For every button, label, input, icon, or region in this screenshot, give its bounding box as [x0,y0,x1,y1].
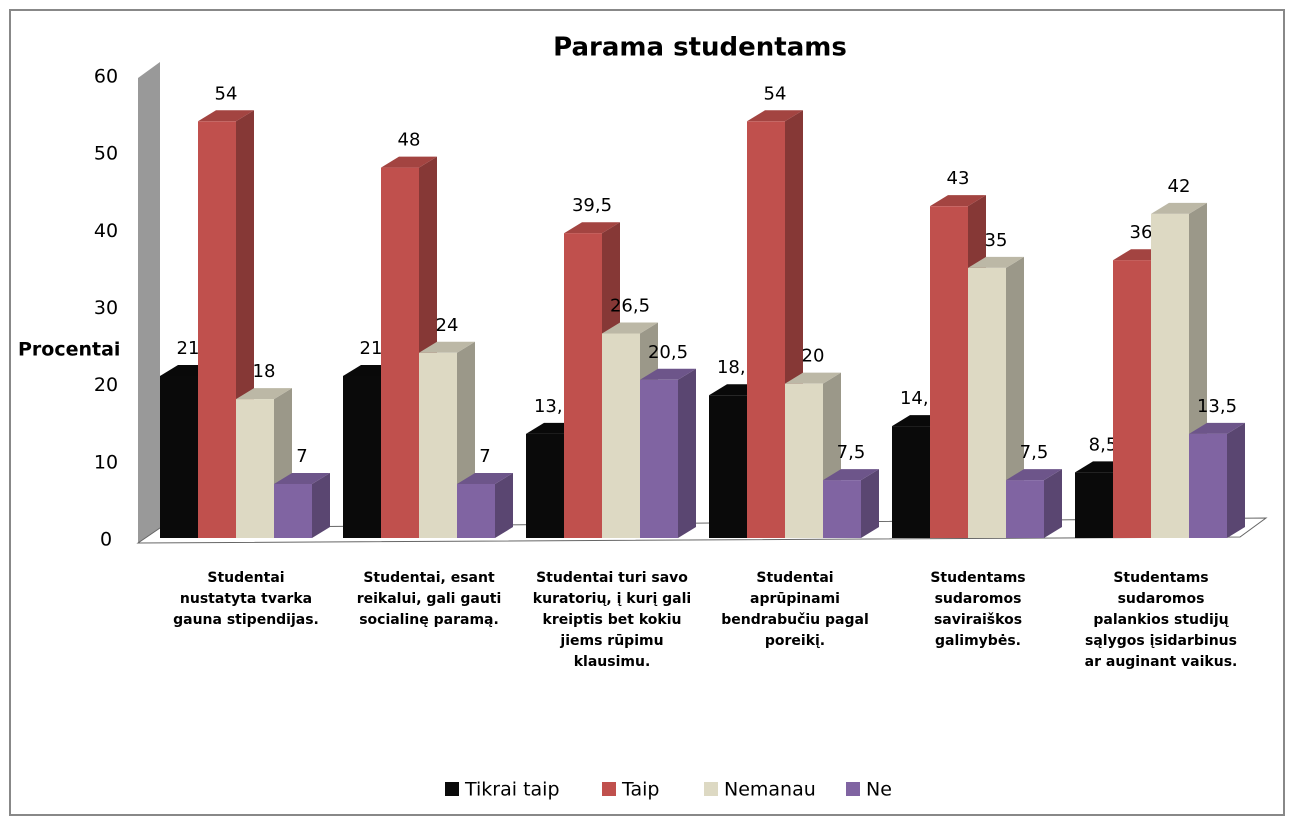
y-tick-label: 30 [94,297,118,319]
y-tick-label: 60 [94,66,118,88]
y-tick-label: 40 [94,220,118,242]
bar [747,121,785,539]
bar [823,480,861,538]
value-label: 54 [764,83,787,104]
bar [198,121,236,539]
x-tick-label: Studentai turi savo kuratorių, į kurį ga… [532,570,692,670]
bar [640,379,678,538]
value-label: 36 [1130,222,1153,243]
bar-top [1189,422,1245,434]
bar [343,375,381,538]
value-label: 24 [436,315,459,336]
legend-swatch [704,782,718,796]
bar [274,483,312,538]
bar [968,267,1006,538]
legend-swatch [602,782,616,796]
bar-side [678,368,696,538]
bar-top [564,222,620,234]
x-tick-label: Studentai, esant reikalui, gali gauti so… [356,570,502,628]
bar [526,433,564,538]
value-label: 20 [802,346,825,367]
y-tick-label: 50 [94,143,118,165]
value-label: 43 [947,168,970,189]
value-label: 54 [215,83,238,104]
legend-swatch [846,782,860,796]
bar-top [640,368,696,380]
value-label: 20,5 [648,342,688,363]
bar-top [1006,469,1062,481]
bar-side [1227,422,1245,538]
x-tick-label: Studentai aprūpinami bendrabučiu pagal p… [721,570,869,649]
bar-top [602,322,658,334]
bar [236,399,274,538]
y-tick-label: 10 [94,451,118,473]
bar [564,233,602,539]
bar [602,333,640,538]
bar [709,395,747,538]
chart-title: Parama studentams [553,33,847,63]
x-tick-label: Studentams sudaromos palankios studijų s… [1084,570,1238,670]
legend-label: Ne [866,779,892,801]
value-label: 7,5 [837,442,866,463]
value-label: 48 [398,130,421,151]
bar-top [823,469,879,481]
value-label: 8,5 [1089,434,1118,455]
value-label: 7,5 [1020,442,1049,463]
side-wall [138,62,160,543]
bar [785,383,823,538]
bar [457,483,495,538]
bar-side [495,472,513,538]
value-label: 35 [985,230,1008,251]
y-axis-label: Procentai [18,339,120,361]
value-label: 26,5 [610,296,650,317]
y-tick-label: 0 [100,529,112,551]
x-tick-label: Studentai nustatyta tvarka gauna stipend… [173,570,319,628]
value-label: 21 [360,338,383,359]
bar-side [1006,256,1024,538]
bar [1189,433,1227,538]
bar [1006,480,1044,538]
legend-label: Tikrai taip [464,779,560,801]
bar-top [198,110,254,122]
bar-top [236,388,292,400]
bar-top [785,372,841,384]
bar-side [1044,469,1062,538]
legend-label: Taip [621,779,659,801]
bar-top [968,256,1024,268]
value-label: 42 [1168,176,1191,197]
bar [892,426,930,538]
value-label: 13,5 [1197,396,1237,417]
bar [1113,260,1151,538]
bar-side [312,472,330,538]
bar [1075,472,1113,538]
bar [381,167,419,538]
value-label: 39,5 [572,195,612,216]
bar-top [1151,202,1207,214]
value-label: 7 [296,446,307,467]
legend-swatch [445,782,459,796]
bar-top [930,195,986,207]
bar-top [747,110,803,122]
y-tick-label: 20 [94,374,118,396]
legend-label: Nemanau [724,779,816,801]
bar-side [861,469,879,538]
bar [419,352,457,538]
value-label: 7 [479,446,490,467]
bar [160,375,198,538]
bar-top [274,472,330,484]
bar-top [381,156,437,168]
bar [930,206,968,538]
x-tick-label: Studentams sudaromos saviraiškos galimyb… [930,570,1026,649]
bar-top [457,472,513,484]
bar-top [419,341,475,353]
value-label: 21 [177,338,200,359]
value-label: 18 [253,361,276,382]
bar [1151,213,1189,538]
